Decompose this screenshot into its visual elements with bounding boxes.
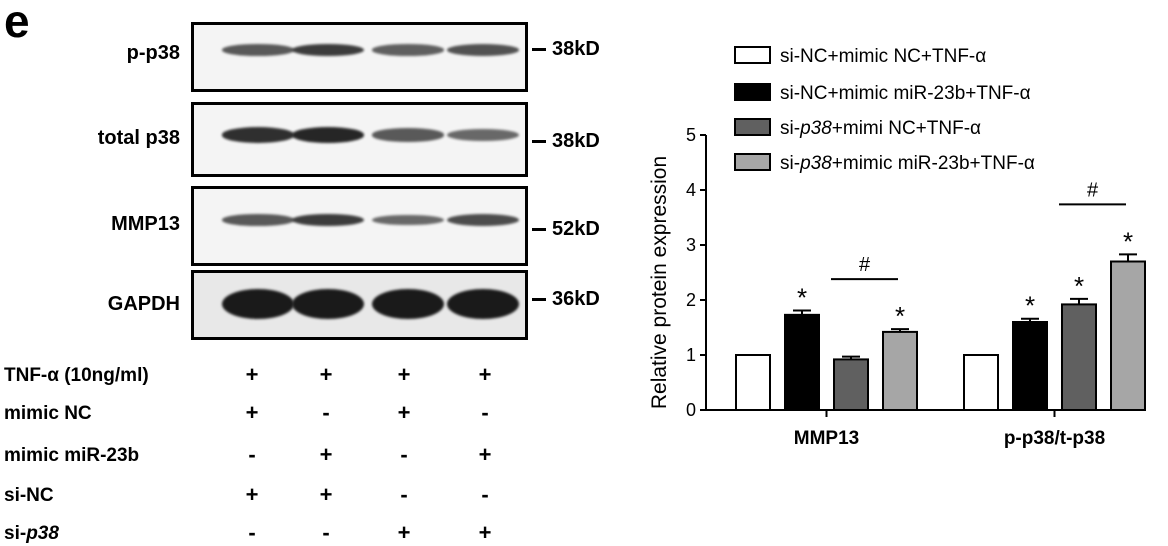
bar (882, 330, 918, 411)
kd-tick-gapdh (532, 298, 546, 301)
kd-tick-mmp13 (532, 228, 546, 231)
comparison-label: # (859, 254, 871, 276)
band (222, 289, 294, 319)
legend-label: si-p38+mimic miR-23b+TNF-α (780, 153, 1035, 174)
band (372, 44, 444, 56)
y-tick-label: 4 (686, 180, 696, 200)
legend-swatch (734, 46, 771, 64)
significance-star: * (797, 282, 807, 312)
kd-label-total-p38: 38kD (552, 130, 600, 152)
band (372, 128, 444, 142)
condition-label-tnf: TNF-α (10ng/ml) (4, 365, 149, 386)
condition-cell: + (245, 400, 259, 425)
legend-swatch (734, 83, 771, 101)
bar (1061, 303, 1097, 411)
condition-label-si-p38: si-p38 (4, 523, 59, 544)
band (222, 44, 294, 56)
condition-cell: + (319, 362, 333, 387)
condition-cell: + (478, 442, 492, 467)
band (447, 289, 519, 319)
condition-cell: + (245, 362, 259, 387)
y-axis-label: Relative protein expression (648, 156, 671, 409)
bar (735, 354, 771, 411)
x-tick-label: p-p38/t-p38 (1004, 428, 1105, 449)
x-tick-label: MMP13 (794, 428, 859, 449)
panel-label: e (4, 0, 30, 47)
kd-label-gapdh: 36kD (552, 288, 600, 310)
significance-star: * (1025, 291, 1035, 321)
condition-cell: - (322, 520, 330, 545)
band (372, 214, 444, 226)
significance-star: * (1123, 226, 1133, 256)
comparison-label: # (1087, 179, 1099, 201)
kd-label-mmp13: 52kD (552, 218, 600, 240)
bar (833, 358, 869, 411)
condition-cell: + (478, 362, 492, 387)
condition-cell: + (478, 520, 492, 545)
condition-cell: + (319, 442, 333, 467)
blot-label-total-p38: total p38 (97, 127, 180, 149)
condition-label-mimic-nc: mimic NC (4, 403, 92, 424)
significance-star: * (895, 301, 905, 331)
band (292, 213, 364, 227)
condition-cell: - (481, 482, 489, 507)
condition-cell: + (397, 520, 411, 545)
y-tick-label: 3 (686, 235, 696, 255)
blot-image-total-p38 (191, 102, 528, 177)
band (372, 289, 444, 319)
bar (963, 354, 999, 411)
band (222, 214, 294, 226)
blot-label-mmp13: MMP13 (111, 213, 180, 235)
condition-cell: - (400, 442, 408, 467)
blot-image-gapdh (191, 270, 528, 340)
condition-cell: - (248, 520, 256, 545)
legend-label: si-p38+mimi NC+TNF-α (780, 118, 981, 139)
condition-cell: + (397, 400, 411, 425)
band (292, 43, 364, 57)
kd-tick-p-p38 (532, 48, 546, 51)
condition-cell: + (245, 482, 259, 507)
kd-label-p-p38: 38kD (552, 38, 600, 60)
condition-cell: - (322, 400, 330, 425)
y-tick-label: 2 (686, 290, 696, 310)
condition-label-mimic-mir23b: mimic miR-23b (4, 445, 140, 466)
band (447, 44, 519, 56)
blot-image-mmp13 (191, 186, 528, 266)
significance-star: * (1074, 271, 1084, 301)
legend-swatch (734, 118, 771, 136)
legend-label: si-NC+mimic miR-23b+TNF-α (780, 83, 1031, 104)
band (222, 127, 294, 143)
bar-chart: 0 1 2 3 4 5 Relative protein expression MMP13 * *… (648, 46, 1146, 449)
y-tick-label: 5 (686, 125, 696, 145)
blot-label-p-p38: p-p38 (126, 42, 180, 64)
legend-swatch (734, 153, 771, 171)
band (292, 289, 364, 319)
condition-cell: + (397, 362, 411, 387)
band (292, 127, 364, 143)
bar (1110, 260, 1146, 411)
band (447, 213, 519, 226)
band (447, 128, 519, 142)
bar (784, 313, 820, 412)
blot-image-p-p38 (191, 22, 528, 92)
legend-label: si-NC+mimic NC+TNF-α (780, 46, 986, 67)
y-tick-label: 0 (686, 400, 696, 420)
condition-cell: - (400, 482, 408, 507)
bar (1012, 321, 1048, 411)
y-tick-label: 1 (686, 345, 696, 365)
blot-label-gapdh: GAPDH (107, 293, 180, 315)
kd-tick-total-p38 (532, 140, 546, 143)
condition-cell: - (481, 400, 489, 425)
condition-cell: + (319, 482, 333, 507)
condition-cell: - (248, 442, 256, 467)
condition-label-si-nc: si-NC (4, 485, 54, 506)
